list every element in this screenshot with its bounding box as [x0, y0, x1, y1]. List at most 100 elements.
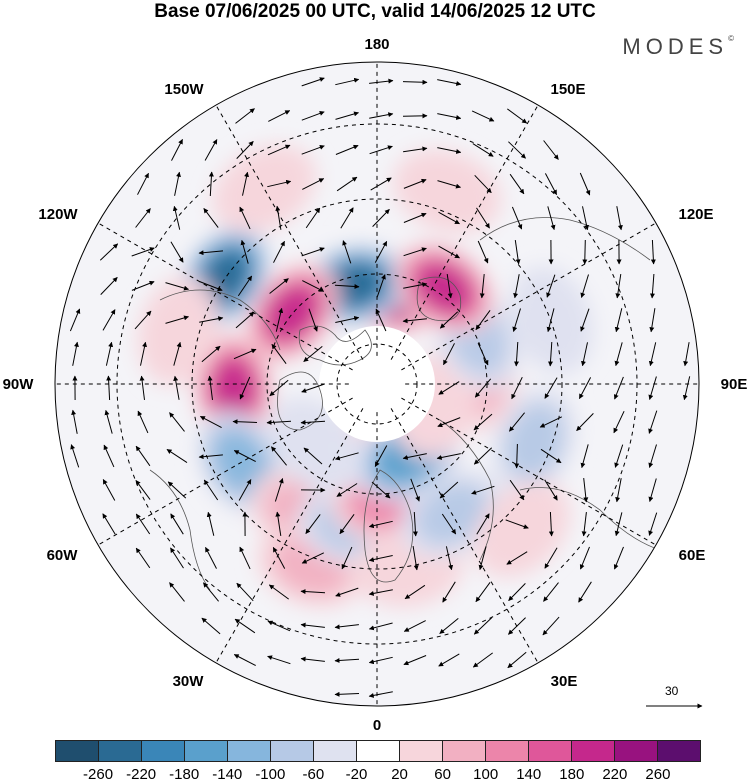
colorbar-cell: [56, 741, 99, 761]
wind-vector: [232, 419, 258, 425]
wind-vector: [544, 479, 558, 501]
wind-vector: [650, 239, 656, 265]
wind-vector: [305, 514, 321, 534]
wind-vector: [334, 284, 360, 289]
wind-vector: [368, 555, 393, 563]
wind-vector: [235, 311, 255, 329]
wind-vector: [134, 310, 152, 330]
wind-vector: [267, 144, 291, 156]
wind-vector: [580, 444, 589, 469]
wind-vector: [203, 582, 219, 602]
wind-vector: [275, 307, 284, 332]
wind-vector: [342, 240, 352, 264]
wind-vector: [100, 277, 118, 295]
wind-vector: [583, 478, 589, 503]
wind-vector: [476, 513, 490, 535]
wind-vector: [235, 108, 255, 124]
anomaly-contour: [326, 264, 382, 306]
wind-vector: [300, 589, 326, 595]
wind-vector: [237, 275, 253, 297]
colorbar-tick-label: 140: [516, 766, 542, 783]
wind-vector: [548, 511, 554, 537]
wind-vector: [439, 481, 459, 499]
colorbar-cell: [314, 741, 357, 761]
wind-vector: [301, 145, 325, 155]
wind-vector: [511, 376, 523, 400]
wind-vector: [300, 622, 325, 628]
wind-vector: [173, 341, 182, 366]
wind-vector: [334, 658, 360, 663]
wind-vector: [368, 656, 393, 665]
wind-vector: [544, 173, 558, 196]
wind-vector: [439, 618, 459, 634]
wind-vector: [507, 108, 528, 124]
colorbar-tick-label: -100: [255, 766, 286, 783]
wind-vectors: [69, 77, 691, 698]
wind-vector: [271, 446, 287, 466]
lon-label-60w: 60W: [46, 547, 78, 564]
wind-vector: [301, 552, 325, 564]
wind-vector: [580, 342, 588, 367]
wind-vector: [542, 616, 560, 636]
wind-vector: [104, 409, 113, 434]
wind-vector: [308, 308, 318, 332]
wind-vector: [473, 617, 493, 635]
wind-vector: [267, 655, 291, 665]
wind-vector: [509, 479, 525, 501]
wind-vector: [615, 274, 622, 299]
colorbar-cell: [486, 741, 529, 761]
wind-vector: [301, 77, 325, 87]
wind-vector: [140, 341, 148, 366]
wind-vector: [335, 111, 359, 120]
wind-vector: [169, 412, 185, 432]
anomaly-contour: [212, 360, 255, 418]
wind-vector: [206, 511, 215, 536]
wind-vector: [170, 547, 184, 569]
wind-vector: [172, 205, 181, 230]
wind-vector: [238, 479, 252, 501]
wind-vector: [369, 78, 394, 84]
wind-vector: [579, 546, 590, 570]
wind-vector: [445, 546, 454, 571]
wind-vector: [613, 546, 624, 570]
wind-vector: [438, 653, 460, 667]
wind-vector: [269, 278, 289, 294]
wind-vector: [242, 171, 250, 196]
lon-label-0: 0: [372, 717, 382, 734]
wind-vector: [240, 239, 249, 264]
brand-logo: MODES©: [622, 34, 734, 60]
wind-vector: [199, 316, 224, 323]
wind-vector: [106, 375, 112, 401]
wind-vector: [613, 376, 624, 400]
wind-vector: [580, 308, 590, 332]
wind-vector: [508, 617, 526, 635]
wind-vector: [233, 654, 256, 666]
wind-vector: [403, 655, 427, 666]
wind-vector: [204, 139, 218, 161]
lon-label-30e: 30E: [550, 673, 578, 690]
colorbar-tick-label: -60: [302, 766, 325, 783]
wind-vector: [303, 447, 323, 465]
wind-vector: [166, 448, 188, 464]
wind-vector: [649, 308, 656, 333]
wind-vector: [171, 138, 183, 161]
wind-vector: [334, 624, 359, 630]
wind-vector: [472, 143, 494, 157]
lon-label-120e: 120E: [678, 206, 714, 223]
wind-vector: [649, 273, 655, 299]
wind-vector: [170, 241, 184, 263]
anomaly-contour: [522, 282, 582, 359]
wind-vector: [648, 410, 658, 434]
wind-vector: [267, 620, 291, 632]
wind-vector: [375, 308, 387, 332]
wind-vector: [477, 342, 489, 366]
wind-vector: [648, 512, 658, 536]
wind-vector: [410, 478, 420, 502]
wind-vector: [511, 206, 523, 230]
wind-vector: [614, 512, 623, 537]
lon-label-90e: 90E: [720, 376, 748, 393]
wind-vector: [339, 514, 355, 535]
wind-vector: [437, 180, 461, 189]
wind-vector: [474, 174, 492, 194]
wind-vector: [505, 519, 529, 529]
